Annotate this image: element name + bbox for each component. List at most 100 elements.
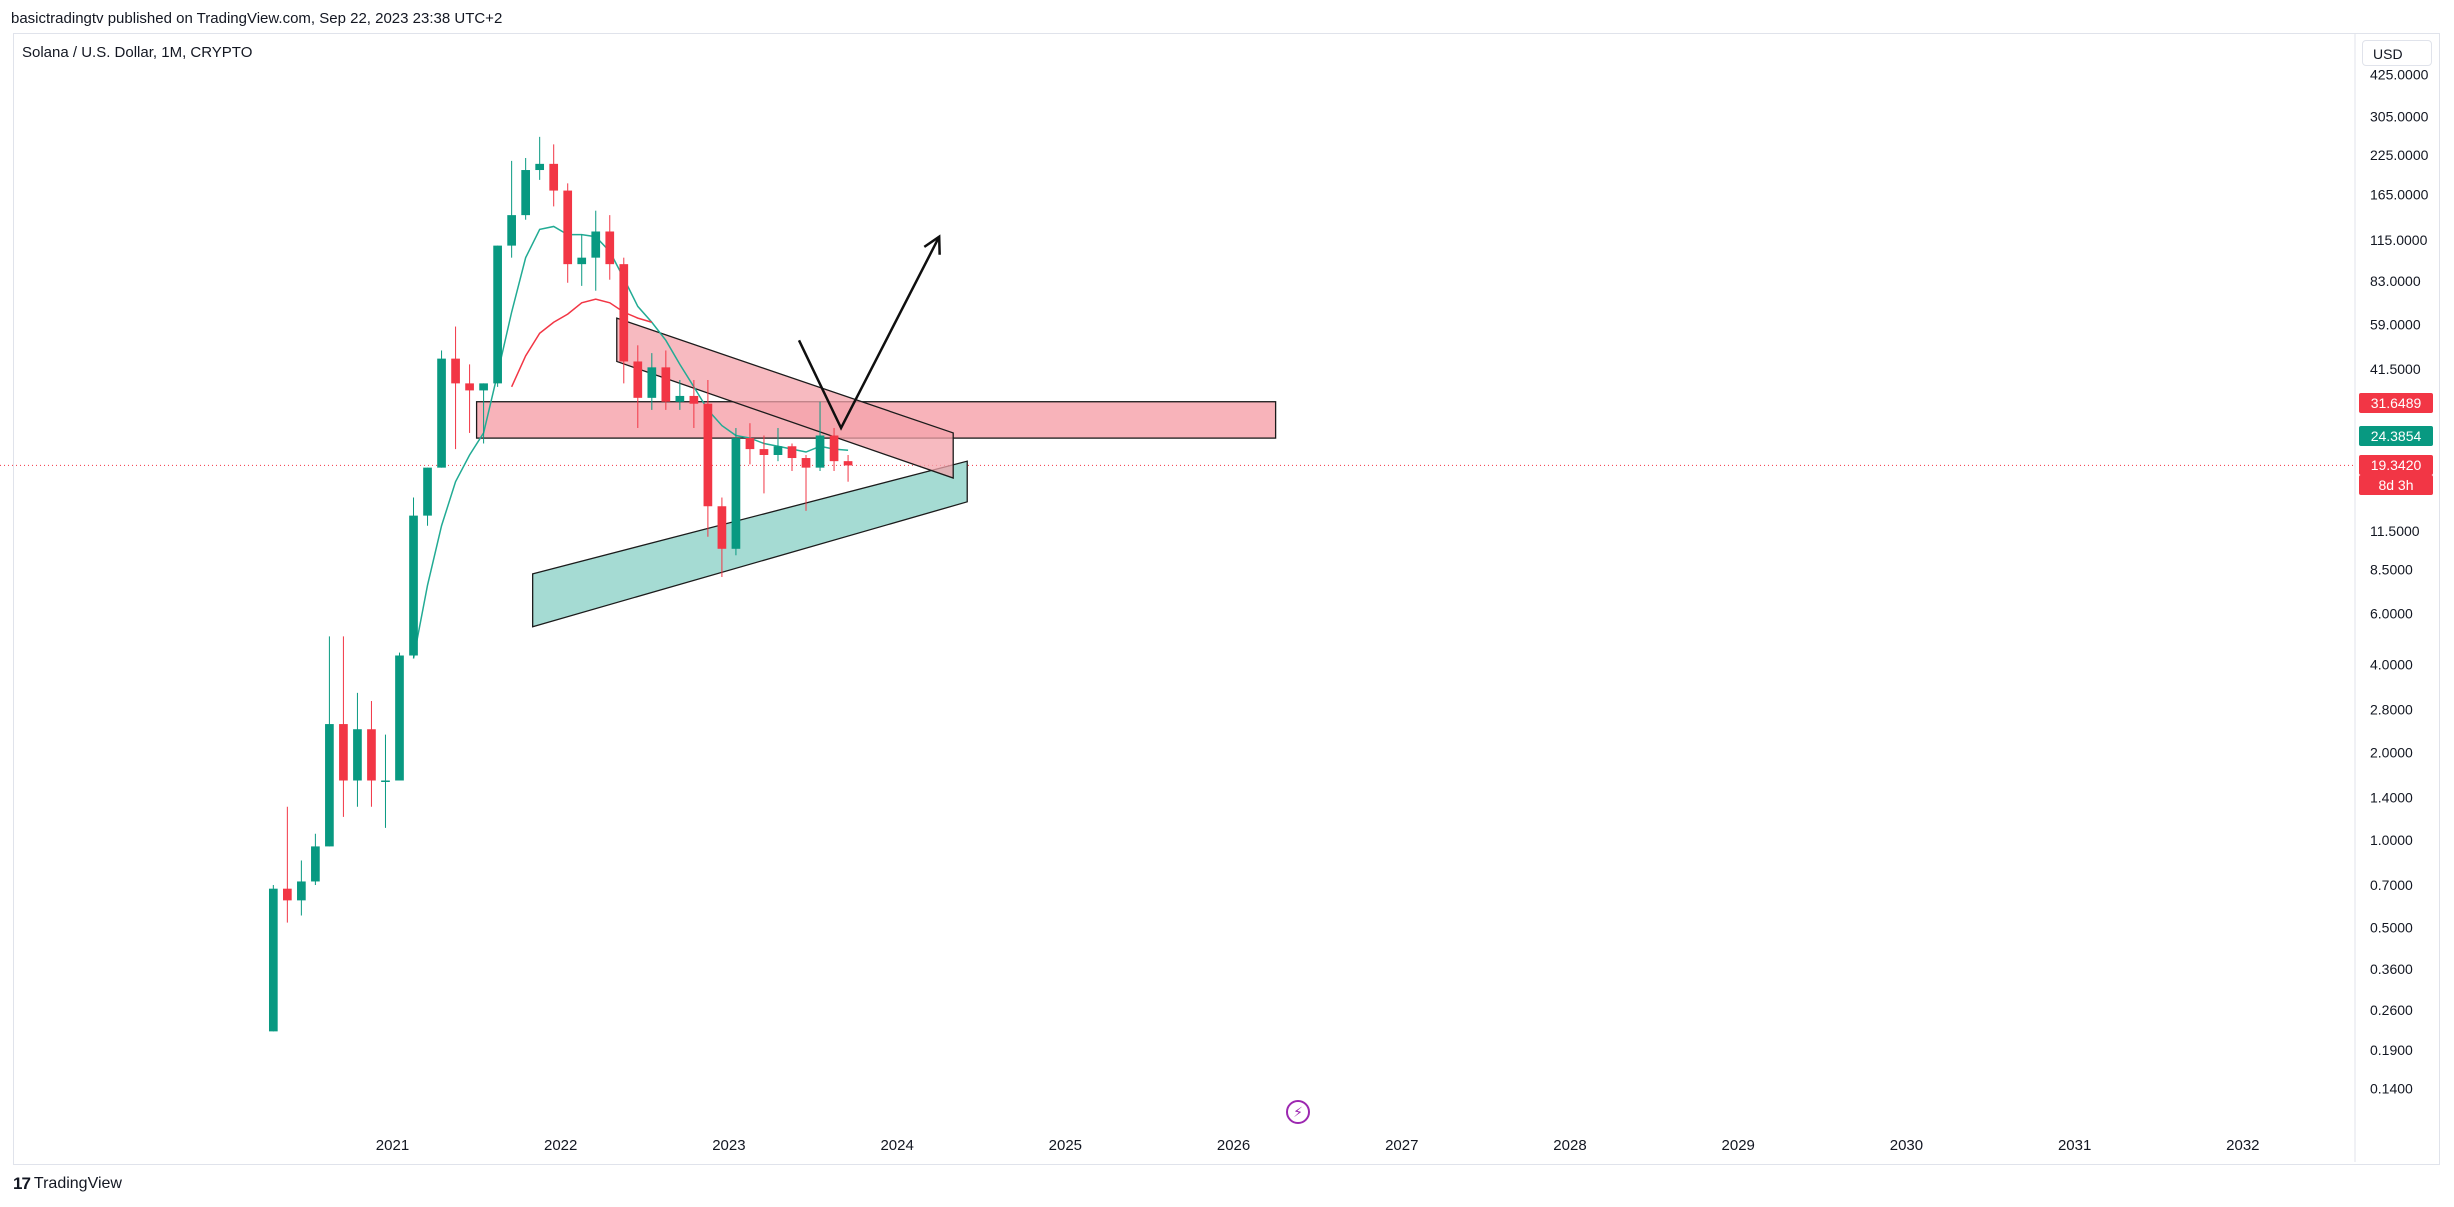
candle-body bbox=[591, 231, 601, 258]
candle-2021-07 bbox=[479, 383, 488, 444]
candle-2022-11 bbox=[703, 380, 713, 537]
candle-2021-06 bbox=[465, 364, 474, 433]
y-tick-label: 11.5000 bbox=[2370, 523, 2420, 539]
candle-body bbox=[675, 395, 685, 402]
candle-body bbox=[381, 780, 390, 782]
candle-2022-05 bbox=[619, 257, 629, 384]
candle-2021-11 bbox=[535, 136, 545, 180]
candle-body bbox=[577, 257, 587, 265]
candle-2022-01 bbox=[563, 183, 573, 283]
candle-body bbox=[367, 729, 376, 781]
candle-2020-11 bbox=[367, 701, 376, 807]
publish-header: basictradingtv published on TradingView.… bbox=[11, 10, 503, 27]
x-tick-label: 2032 bbox=[2226, 1137, 2259, 1154]
x-tick-label: 2028 bbox=[1553, 1137, 1586, 1154]
support-channel bbox=[532, 460, 968, 628]
candle-2021-10 bbox=[521, 157, 531, 220]
y-tick-label: 41.5000 bbox=[2370, 361, 2421, 377]
x-tick-label: 2024 bbox=[880, 1137, 913, 1154]
descending-wedge bbox=[616, 317, 954, 479]
candle-2022-10 bbox=[689, 380, 699, 428]
candle-body bbox=[661, 367, 671, 402]
x-tick-label: 2023 bbox=[712, 1137, 745, 1154]
candle-body bbox=[633, 361, 643, 398]
y-tick-label: 59.0000 bbox=[2370, 316, 2421, 332]
y-tick-label: 6.0000 bbox=[2370, 605, 2413, 621]
tradingview-logo-mark: 17 bbox=[13, 1174, 31, 1193]
candle-2023-03 bbox=[759, 435, 769, 494]
candle-body bbox=[268, 888, 278, 1032]
y-tick-label: 0.3600 bbox=[2370, 961, 2413, 977]
candle-body bbox=[689, 395, 699, 404]
candle-body bbox=[647, 367, 657, 398]
currency-button[interactable]: USD bbox=[2362, 40, 2432, 66]
candle-2022-09 bbox=[675, 380, 685, 410]
price-tag: 19.3420 bbox=[2359, 455, 2433, 476]
y-tick-label: 425.0000 bbox=[2370, 67, 2429, 83]
candle-body bbox=[619, 264, 629, 362]
candle-2021-12 bbox=[549, 144, 559, 207]
candle-2023-07 bbox=[815, 401, 825, 472]
candle-body bbox=[549, 163, 559, 191]
candle-body bbox=[843, 461, 853, 466]
y-tick-label: 4.0000 bbox=[2370, 657, 2413, 673]
candle-body bbox=[563, 190, 573, 265]
y-tick-label: 2.0000 bbox=[2370, 744, 2413, 760]
y-tick-label: 225.0000 bbox=[2370, 147, 2429, 163]
candle-2022-08 bbox=[661, 350, 671, 410]
tradingview-logo[interactable]: 17 TradingView bbox=[13, 1174, 122, 1194]
candle-body bbox=[451, 358, 460, 384]
y-tick-label: 2.8000 bbox=[2370, 702, 2413, 718]
candle-body bbox=[409, 515, 418, 656]
x-tick-label: 2029 bbox=[1722, 1137, 1755, 1154]
candle-2023-01 bbox=[731, 427, 741, 556]
candle-body bbox=[521, 170, 531, 216]
x-tick-label: 2025 bbox=[1049, 1137, 1082, 1154]
y-tick-label: 165.0000 bbox=[2370, 186, 2429, 202]
x-tick-label: 2030 bbox=[1890, 1137, 1923, 1154]
tradingview-logo-text: TradingView bbox=[33, 1175, 122, 1192]
candle-body bbox=[535, 163, 545, 171]
projection-path bbox=[797, 236, 941, 431]
candle-2023-08 bbox=[829, 427, 839, 472]
price-tag: 24.3854 bbox=[2359, 426, 2433, 447]
candle-2022-12 bbox=[717, 497, 727, 578]
candle-2023-04 bbox=[773, 427, 783, 462]
candle-body bbox=[815, 435, 825, 468]
y-tick-label: 0.1900 bbox=[2370, 1042, 2413, 1058]
price-tag: 31.6489 bbox=[2359, 393, 2433, 414]
candle-2020-07 bbox=[311, 833, 320, 886]
candle-body bbox=[395, 655, 404, 781]
lightning-icon[interactable]: ⚡ bbox=[1286, 1100, 1310, 1124]
candle-body bbox=[493, 245, 502, 384]
ma-fast-line bbox=[412, 225, 849, 659]
candle-body bbox=[283, 888, 292, 901]
x-tick-label: 2022 bbox=[544, 1137, 577, 1154]
candle-body bbox=[605, 231, 615, 265]
candle-2020-05 bbox=[283, 806, 292, 923]
x-tick-label: 2026 bbox=[1217, 1137, 1250, 1154]
candle-body bbox=[717, 506, 727, 549]
candle-body bbox=[773, 446, 783, 455]
candle-body bbox=[787, 446, 797, 459]
projection-arrowhead bbox=[923, 234, 941, 255]
candle-body bbox=[731, 438, 741, 549]
candle-body bbox=[801, 458, 811, 468]
x-tick-label: 2021 bbox=[376, 1137, 409, 1154]
candle-2021-01 bbox=[395, 652, 404, 781]
candle-body bbox=[423, 467, 432, 516]
candle-2022-04 bbox=[605, 215, 615, 280]
candle-body bbox=[325, 724, 334, 847]
candle-body bbox=[479, 383, 488, 391]
candle-2020-09 bbox=[339, 636, 348, 817]
candle-2022-03 bbox=[591, 210, 601, 291]
candle-body bbox=[703, 403, 713, 507]
candle-2021-03 bbox=[423, 467, 432, 526]
candle-2021-02 bbox=[409, 497, 418, 659]
candle-body bbox=[353, 729, 362, 781]
candle-2020-04 bbox=[268, 885, 278, 1032]
x-tick-label: 2027 bbox=[1385, 1137, 1418, 1154]
candle-2021-04 bbox=[437, 350, 446, 468]
candle-2020-06 bbox=[297, 860, 306, 916]
